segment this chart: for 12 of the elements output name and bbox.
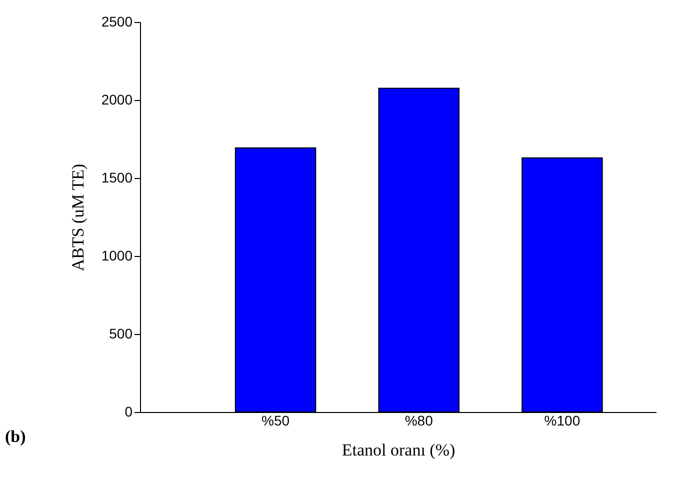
x-tick-label: %100	[544, 412, 580, 428]
y-axis-title: ABTS (uM TE)	[68, 164, 88, 272]
y-tick-label: 2000	[101, 92, 133, 108]
y-tick-label: 1500	[101, 170, 133, 186]
y-tick-label: 2500	[101, 14, 133, 30]
y-tick-label: 500	[109, 326, 133, 342]
x-axis-title: Etanol oranı (%)	[342, 440, 456, 460]
y-tick-label: 1000	[101, 248, 133, 264]
x-tick-label: %80	[404, 412, 434, 428]
x-tick-label: %50	[262, 412, 290, 428]
text: (b)	[5, 427, 26, 446]
y-tick-label: 0	[124, 404, 133, 420]
